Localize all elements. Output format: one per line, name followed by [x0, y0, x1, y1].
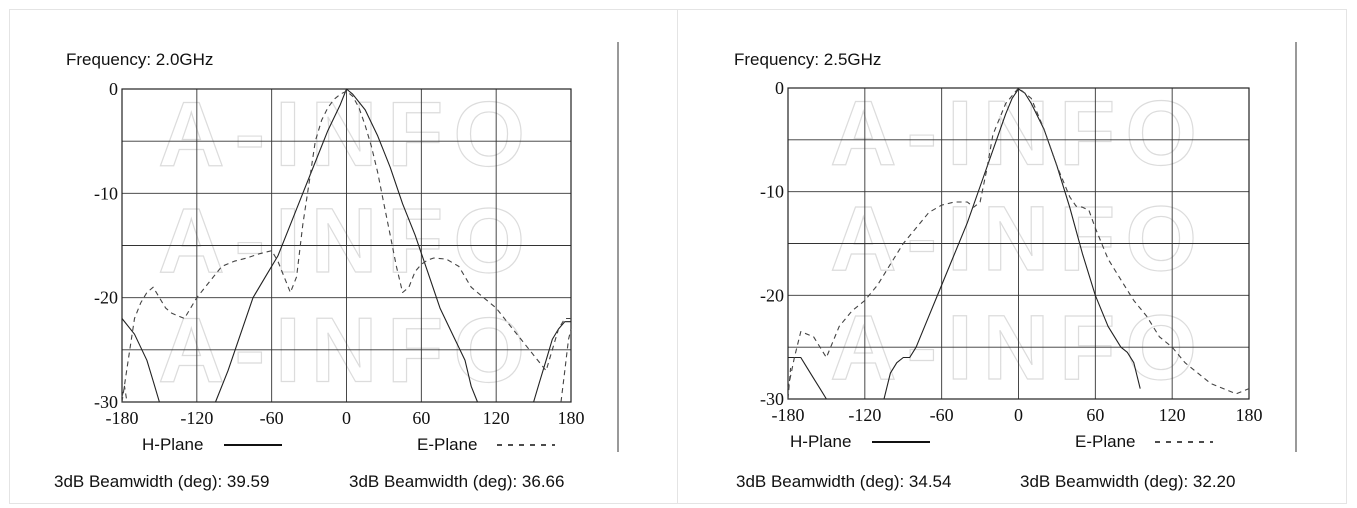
y-tick-label: -30: [94, 392, 118, 412]
panel-divider: [677, 10, 678, 504]
x-tick-label: 0: [1014, 405, 1023, 425]
h-plane-trace: [883, 88, 1141, 400]
x-tick-label: 120: [483, 408, 510, 428]
x-tick-label: 120: [1159, 405, 1186, 425]
x-tick-label: -120: [848, 405, 881, 425]
x-tick-label: 60: [1086, 405, 1104, 425]
y-tick-label: 0: [775, 78, 784, 98]
y-tick-label: -20: [94, 288, 118, 308]
plot-frame: [787, 87, 1250, 400]
x-tick-label: 180: [1236, 405, 1263, 425]
legend-label: H-Plane: [790, 432, 851, 451]
h-plane-beamwidth: 3dB Beamwidth (deg): 34.54: [736, 472, 952, 491]
chart-title: Frequency: 2.0GHz: [66, 50, 214, 69]
h-plane-trace: [121, 318, 160, 403]
watermark-logo: A-INFO: [158, 190, 535, 292]
x-tick-label: 0: [342, 408, 351, 428]
e-plane-trace: [560, 328, 572, 403]
e-plane-beamwidth: 3dB Beamwidth (deg): 36.66: [349, 472, 565, 491]
document-frame: [9, 9, 1347, 504]
chart-title: Frequency: 2.5GHz: [734, 50, 882, 69]
legend-label: E-Plane: [1075, 432, 1135, 451]
x-tick-label: -60: [260, 408, 284, 428]
x-tick-label: -180: [772, 405, 805, 425]
e-plane-trace: [787, 87, 1250, 395]
watermark-logo: A-INFO: [158, 300, 535, 402]
watermark-logo: A-INFO: [830, 188, 1207, 290]
h-plane-beamwidth: 3dB Beamwidth (deg): 39.59: [54, 472, 270, 491]
pattern-panel-2ghz: Frequency: 2.0GHz A-INFO A-INFO A-INFO -180…: [52, 42, 619, 502]
e-plane-trace: [121, 385, 128, 403]
y-tick-label: -30: [760, 389, 784, 409]
legend-label: H-Plane: [142, 435, 203, 454]
watermark-logo: A-INFO: [830, 297, 1207, 399]
legend-label: E-Plane: [417, 435, 477, 454]
y-tick-label: -10: [94, 183, 118, 203]
h-plane-trace: [214, 88, 479, 403]
e-plane-trace: [121, 90, 571, 403]
y-tick-label: -10: [760, 182, 784, 202]
x-tick-label: -180: [106, 408, 139, 428]
watermark-logo: A-INFO: [830, 82, 1207, 184]
x-tick-label: 180: [558, 408, 585, 428]
x-tick-label: 60: [412, 408, 430, 428]
pattern-panel-2-5ghz: Frequency: 2.5GHz A-INFO A-INFO A-INFO -180…: [720, 42, 1297, 502]
h-plane-trace: [533, 321, 571, 403]
x-tick-label: -60: [930, 405, 954, 425]
e-plane-beamwidth: 3dB Beamwidth (deg): 32.20: [1020, 472, 1236, 491]
h-plane-trace: [788, 356, 827, 400]
y-tick-label: 0: [109, 79, 118, 99]
y-tick-label: -20: [760, 285, 784, 305]
x-tick-label: -120: [180, 408, 213, 428]
